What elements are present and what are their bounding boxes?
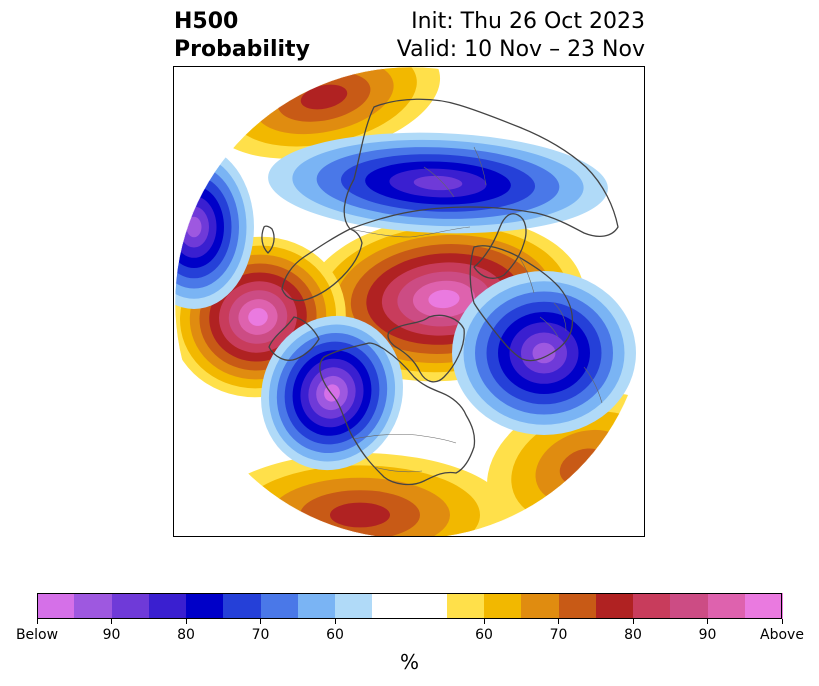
map-panel	[173, 66, 645, 537]
anomaly-layer	[175, 67, 644, 536]
colorbar-tick	[558, 619, 559, 624]
colorbar-segment	[521, 593, 560, 619]
colorbar-segment	[186, 593, 224, 619]
colorbar-segment	[297, 593, 336, 619]
border-africa	[583, 366, 603, 404]
anomaly-north-pacific-low	[261, 315, 403, 471]
colorbar-segment	[223, 593, 262, 619]
colorbar-segment	[446, 593, 485, 619]
border-russia-china	[349, 226, 471, 238]
anomaly-contour	[300, 84, 348, 110]
border-us-canada	[353, 433, 457, 444]
colorbar-segment	[37, 593, 75, 619]
globe-edge	[174, 67, 644, 536]
colorbar-segment	[409, 593, 448, 619]
globe-disc	[175, 67, 644, 536]
probability-map	[174, 67, 644, 536]
anomaly-contour	[428, 289, 460, 309]
title-line-2: Probability	[174, 37, 310, 62]
coastline-east-asia	[281, 228, 363, 302]
coastline-eurasia-west	[469, 245, 574, 362]
coastline-japan	[261, 225, 275, 254]
colorbar-tick-label: 90	[102, 627, 121, 643]
anomaly-contour	[532, 342, 556, 364]
coastline-alaska	[268, 316, 320, 361]
coastline-scandinavia	[473, 213, 527, 279]
colorbar-tick-label: 70	[549, 627, 568, 643]
title-line-1: H500	[174, 9, 239, 34]
colorbar-segment	[558, 593, 597, 619]
border-russia-west	[518, 256, 535, 294]
colorbar-tick	[260, 619, 261, 624]
probability-colorbar	[37, 593, 783, 619]
colorbar-segment	[484, 593, 522, 619]
anomaly-southern-us-high	[210, 453, 510, 536]
border-eu-1	[553, 302, 567, 332]
colorbar-segment	[335, 593, 373, 619]
forecast-dates: Init: Thu 26 Oct 2023 Valid: 10 Nov – 23…	[397, 8, 645, 64]
valid-range: Valid: 10 Nov – 23 Nov	[396, 37, 645, 62]
colorbar-segment	[670, 593, 709, 619]
coastline-greenland	[387, 314, 465, 383]
anomaly-contour	[413, 175, 463, 191]
border-us-mexico	[373, 466, 423, 473]
colorbar-segment	[74, 593, 113, 619]
colorbar-tick	[185, 619, 187, 624]
colorbar-segment	[707, 593, 746, 619]
colorbar-segment	[260, 593, 299, 619]
anomaly-arctic-siberia-low	[452, 271, 636, 435]
colorbar-tick-label: 80	[624, 627, 642, 643]
map-title: H500 Probability	[174, 8, 310, 64]
colorbar-tick	[36, 619, 38, 624]
init-date: Init: Thu 26 Oct 2023	[411, 9, 645, 34]
coastline-north-america	[319, 342, 476, 486]
colorbar-segment	[633, 593, 671, 619]
colorbar-tick-label: 60	[475, 627, 493, 643]
colorbar-tick-label: 90	[698, 627, 717, 643]
colorbar-tick-label: Above	[760, 627, 804, 643]
colorbar-tick	[632, 619, 634, 624]
colorbar-tick-label: 70	[251, 627, 270, 643]
colorbar-tick-label: Below	[15, 627, 59, 643]
colorbar-segment	[111, 593, 150, 619]
colorbar-unit-label: %	[399, 650, 419, 674]
borders	[349, 146, 603, 473]
border-asia-1	[423, 166, 455, 198]
anomaly-contour	[186, 216, 202, 238]
colorbar-tick-label: 60	[326, 627, 344, 643]
colorbar-tick	[334, 619, 336, 624]
colorbar-tick	[781, 619, 783, 624]
colorbar-segment	[744, 593, 783, 619]
border-asia-2	[473, 146, 487, 186]
colorbar-segment	[372, 593, 411, 619]
coastlines	[261, 98, 619, 486]
colorbar-segment	[595, 593, 634, 619]
colorbar-tick	[707, 619, 708, 624]
anomaly-contour	[330, 502, 390, 528]
colorbar-tick-label: 80	[177, 627, 195, 643]
colorbar-tick	[111, 619, 112, 624]
coastline-eurasia-north	[343, 98, 619, 238]
colorbar-tick	[483, 619, 485, 624]
colorbar-segment	[148, 593, 187, 619]
border-eu-2	[539, 316, 559, 338]
anomaly-hudson-bay-low	[268, 132, 608, 234]
anomaly-contour	[248, 308, 268, 326]
